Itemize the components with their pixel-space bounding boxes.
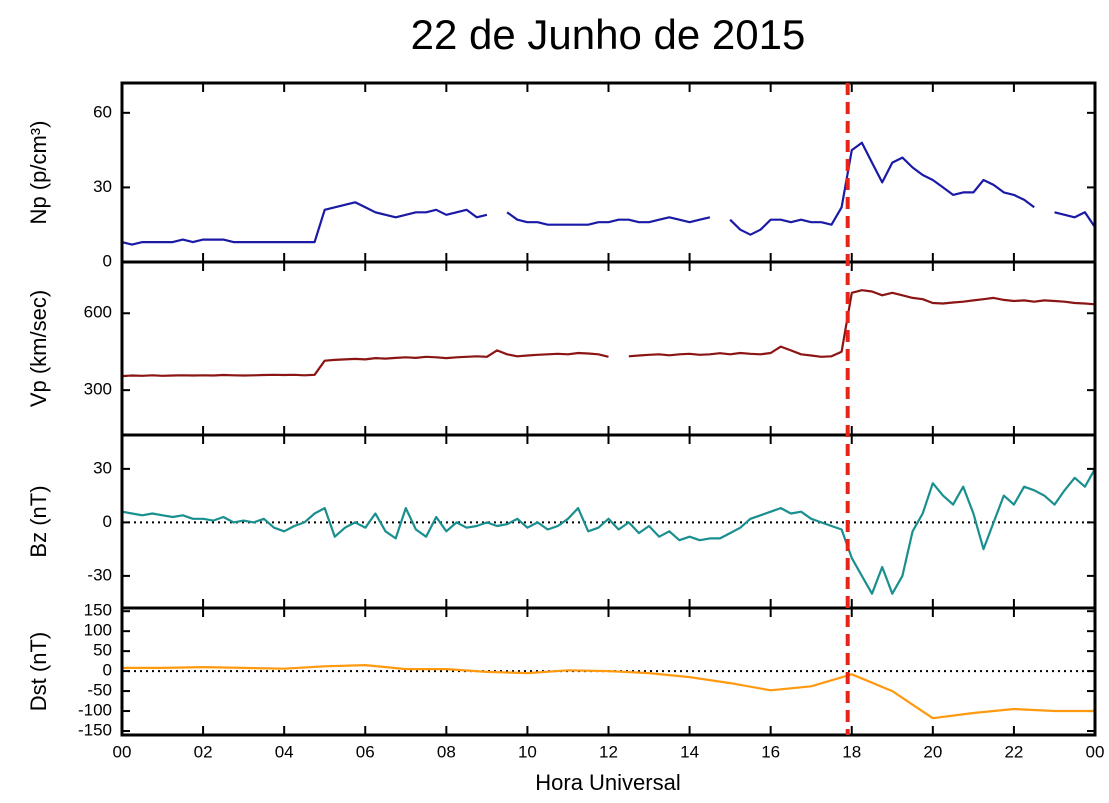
x-tick-label: 00	[1086, 742, 1105, 761]
x-tick-label: 16	[761, 742, 780, 761]
y-tick-label: 0	[103, 512, 112, 531]
y-axis-label: Vp (km/sec)	[26, 290, 51, 407]
x-tick-label: 04	[275, 742, 294, 761]
x-tick-label: 22	[1004, 742, 1023, 761]
x-tick-label: 06	[356, 742, 375, 761]
x-tick-label: 02	[194, 742, 213, 761]
y-tick-label: -100	[78, 701, 112, 720]
y-tick-label: 30	[93, 458, 112, 477]
y-axis-label: Bz (nT)	[26, 485, 51, 557]
x-tick-label: 14	[680, 742, 699, 761]
x-tick-label: 10	[518, 742, 537, 761]
x-axis-label: Hora Universal	[535, 770, 681, 795]
panel-frame	[120, 81, 1097, 264]
y-tick-label: 0	[103, 661, 112, 680]
y-tick-label: 150	[84, 601, 112, 620]
panel-frame	[120, 260, 1097, 437]
x-tick-label: 20	[923, 742, 942, 761]
x-tick-label: 08	[437, 742, 456, 761]
y-axis-label: Np (p/cm³)	[26, 121, 51, 225]
x-tick-label: 18	[842, 742, 861, 761]
chart-title: 22 de Junho de 2015	[411, 11, 806, 58]
y-tick-label: 50	[93, 641, 112, 660]
x-tick-label: 00	[113, 742, 132, 761]
y-tick-label: 60	[93, 102, 112, 121]
data-line	[121, 468, 1096, 595]
x-tick-label: 12	[599, 742, 618, 761]
y-tick-label: 300	[84, 380, 112, 399]
y-tick-label: 0	[103, 251, 112, 270]
data-line	[122, 664, 1095, 720]
y-tick-label: 30	[93, 177, 112, 196]
data-line	[121, 289, 1096, 378]
y-tick-label: -30	[87, 565, 112, 584]
data-line	[121, 141, 1096, 246]
panel-frame	[120, 606, 1097, 737]
y-tick-label: 100	[84, 621, 112, 640]
y-tick-label: -50	[87, 681, 112, 700]
y-tick-label: -150	[78, 720, 112, 739]
y-axis-label: Dst (nT)	[26, 632, 51, 711]
y-tick-label: 600	[84, 303, 112, 322]
